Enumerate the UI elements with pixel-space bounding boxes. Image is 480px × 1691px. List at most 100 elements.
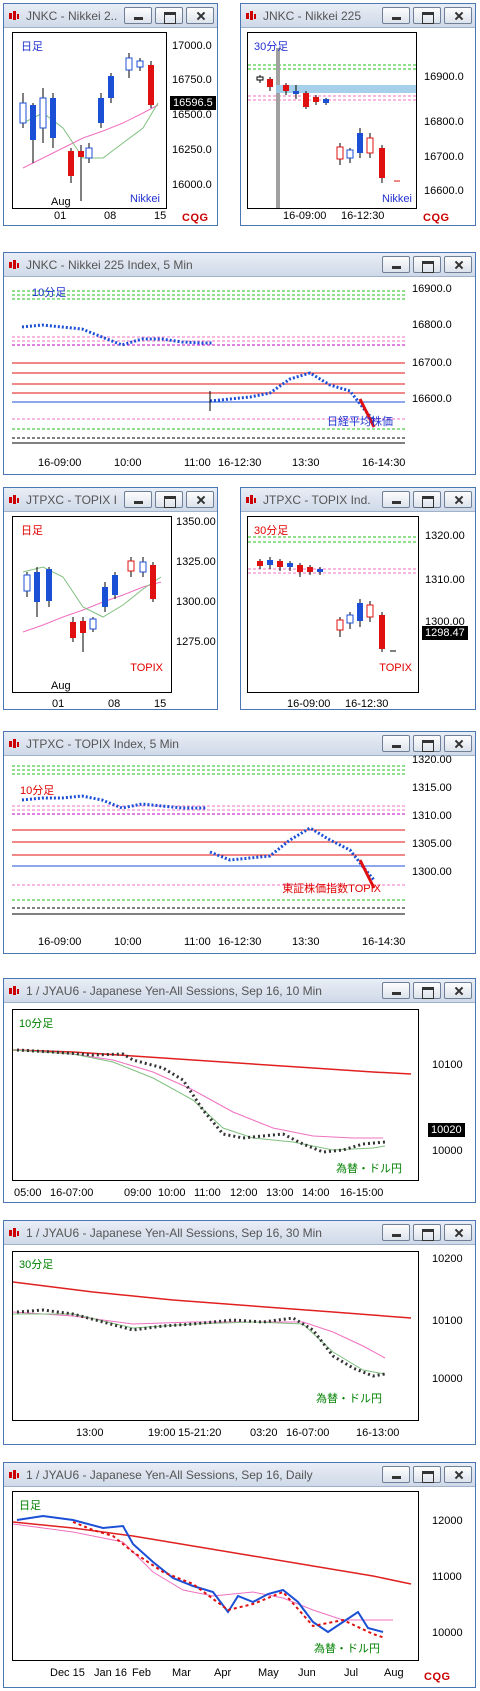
title-bar[interactable]: 1 / JYAU6 - Japanese Yen-All Sessions, S… xyxy=(4,1463,475,1487)
close-button[interactable] xyxy=(444,735,472,752)
minimize-button[interactable] xyxy=(382,491,410,508)
x-tick: 16-07:00 xyxy=(286,1427,330,1439)
candles xyxy=(13,1514,412,1639)
timeframe-label: 30分足 xyxy=(254,41,289,53)
title-bar[interactable]: JNKC - Nikkei 225 Index, 5 Min xyxy=(4,253,475,277)
x-tick: 16-12:30 xyxy=(345,698,389,710)
y-tick: 16250.0 xyxy=(172,144,212,156)
x-tick: 16-13:00 xyxy=(356,1427,400,1439)
maximize-button[interactable] xyxy=(413,256,441,273)
y-tick: 1275.00 xyxy=(176,636,216,648)
y-tick: 1320.00 xyxy=(412,754,452,766)
close-button[interactable] xyxy=(444,256,472,273)
y-tick: 10000 xyxy=(432,1145,463,1157)
maximize-button[interactable] xyxy=(413,982,441,999)
chart-window-nikkei-daily[interactable]: JNKC - Nikkei 2... 日足 Nikkei Aug 17000.0… xyxy=(3,3,218,226)
chart-window-topix-5min[interactable]: JTPXC - TOPIX Index, 5 Min 10分足 東証株価指数TO… xyxy=(3,731,476,954)
title-bar[interactable]: JNKC - Nikkei 225 xyxy=(241,4,475,28)
last-price-box: 16596.5 xyxy=(170,96,216,110)
title-bar[interactable]: JTPXC - TOPIX Ind... xyxy=(241,488,475,512)
close-button[interactable] xyxy=(186,7,214,24)
y-tick: 10000 xyxy=(432,1627,463,1639)
x-tick: 16-12:30 xyxy=(218,936,262,948)
title-bar[interactable]: JTPXC - TOPIX I... xyxy=(4,488,217,512)
window-title: JNKC - Nikkei 225 Index, 5 Min xyxy=(26,258,193,272)
cqg-logo: CQG xyxy=(424,1671,451,1683)
chart-plot-area[interactable]: 10分足 東証株価指数TOPIX xyxy=(12,760,405,930)
y-tick: 16600.0 xyxy=(424,185,464,197)
maximize-button[interactable] xyxy=(413,491,441,508)
y-tick: 17000.0 xyxy=(172,40,212,52)
chart-window-jpy-daily[interactable]: 1 / JYAU6 - Japanese Yen-All Sessions, S… xyxy=(3,1462,476,1688)
close-button[interactable] xyxy=(444,1466,472,1483)
chart-window-topix-daily[interactable]: JTPXC - TOPIX I... 日足 TOPIX Aug 1350.00 … xyxy=(3,487,218,710)
close-button[interactable] xyxy=(444,491,472,508)
minimize-button[interactable] xyxy=(382,7,410,24)
x-tick: 16-14:30 xyxy=(362,457,406,469)
x-tick: Feb xyxy=(132,1667,151,1679)
window-title: JNKC - Nikkei 2... xyxy=(26,9,118,23)
y-tick: 1320.00 xyxy=(425,530,465,542)
x-tick: 01 xyxy=(52,698,65,710)
y-tick: 1310.00 xyxy=(425,574,465,586)
title-bar[interactable]: 1 / JYAU6 - Japanese Yen-All Sessions, S… xyxy=(4,1221,475,1245)
timeframe-label: 10分足 xyxy=(19,1018,54,1030)
chart-plot-area[interactable]: 10分足 為替・ドル円 xyxy=(12,1009,419,1181)
y-tick: 10100 xyxy=(432,1059,463,1071)
chart-plot-area[interactable]: 日足 TOPIX Aug xyxy=(12,516,172,693)
maximize-button[interactable] xyxy=(155,7,183,24)
close-button[interactable] xyxy=(444,7,472,24)
month-label: Aug xyxy=(51,196,71,208)
chart-plot-area[interactable]: 日足 為替・ドル円 xyxy=(12,1491,419,1661)
last-price-box: 10020 xyxy=(428,1123,465,1137)
minimize-button[interactable] xyxy=(382,1224,410,1241)
minimize-button[interactable] xyxy=(382,1466,410,1483)
x-tick: 15 xyxy=(154,698,167,710)
app-icon xyxy=(9,11,19,20)
x-tick: 05:00 xyxy=(14,1187,42,1199)
x-tick: 09:00 xyxy=(124,1187,152,1199)
y-tick: 12000 xyxy=(432,1515,463,1527)
month-label: Aug xyxy=(51,680,71,692)
close-button[interactable] xyxy=(444,982,472,999)
title-bar[interactable]: 1 / JYAU6 - Japanese Yen-All Sessions, S… xyxy=(4,979,475,1003)
chart-window-jpy-30min[interactable]: 1 / JYAU6 - Japanese Yen-All Sessions, S… xyxy=(3,1220,476,1445)
minimize-button[interactable] xyxy=(124,491,152,508)
minimize-button[interactable] xyxy=(382,735,410,752)
title-bar[interactable]: JTPXC - TOPIX Index, 5 Min xyxy=(4,732,475,756)
candles xyxy=(13,1281,412,1378)
title-bar[interactable]: JNKC - Nikkei 2... xyxy=(4,4,217,28)
chart-window-jpy-10min[interactable]: 1 / JYAU6 - Japanese Yen-All Sessions, S… xyxy=(3,978,476,1203)
chart-window-nikkei-30min[interactable]: JNKC - Nikkei 225 30分足 Nikkei 16900. xyxy=(240,3,476,226)
chart-window-nikkei-5min[interactable]: JNKC - Nikkei 225 Index, 5 Min 10分足 日経平均… xyxy=(3,252,476,475)
last-price-box: 1298.47 xyxy=(422,626,468,640)
instrument-label: 為替・ドル円 xyxy=(314,1643,380,1655)
candles xyxy=(13,1048,412,1154)
cqg-logo: CQG xyxy=(182,212,209,224)
chart-plot-area[interactable]: 30分足 為替・ドル円 xyxy=(12,1251,419,1421)
y-tick: 16800.0 xyxy=(412,319,452,331)
x-tick: 19:00 xyxy=(148,1427,176,1439)
y-tick: 11000 xyxy=(432,1571,462,1583)
minimize-button[interactable] xyxy=(382,982,410,999)
y-tick: 1350.00 xyxy=(176,516,216,528)
chart-plot-area[interactable]: 30分足 Nikkei xyxy=(247,32,417,209)
y-tick: 1300.00 xyxy=(412,866,452,878)
chart-window-topix-30min[interactable]: JTPXC - TOPIX Ind... 30分足 TOPIX 1320.00 … xyxy=(240,487,476,710)
x-tick: 12:00 xyxy=(230,1187,258,1199)
maximize-button[interactable] xyxy=(413,1224,441,1241)
maximize-button[interactable] xyxy=(413,735,441,752)
instrument-label: TOPIX xyxy=(379,662,412,674)
minimize-button[interactable] xyxy=(124,7,152,24)
chart-plot-area[interactable]: 日足 Nikkei Aug xyxy=(12,32,167,209)
minimize-button[interactable] xyxy=(382,256,410,273)
chart-plot-area[interactable]: 10分足 日経平均株価 xyxy=(12,281,405,451)
y-tick: 16800.0 xyxy=(424,116,464,128)
x-tick: Mar xyxy=(172,1667,191,1679)
maximize-button[interactable] xyxy=(413,1466,441,1483)
close-button[interactable] xyxy=(444,1224,472,1241)
close-button[interactable] xyxy=(186,491,214,508)
chart-plot-area[interactable]: 30分足 TOPIX xyxy=(247,516,419,693)
maximize-button[interactable] xyxy=(155,491,183,508)
maximize-button[interactable] xyxy=(413,7,441,24)
